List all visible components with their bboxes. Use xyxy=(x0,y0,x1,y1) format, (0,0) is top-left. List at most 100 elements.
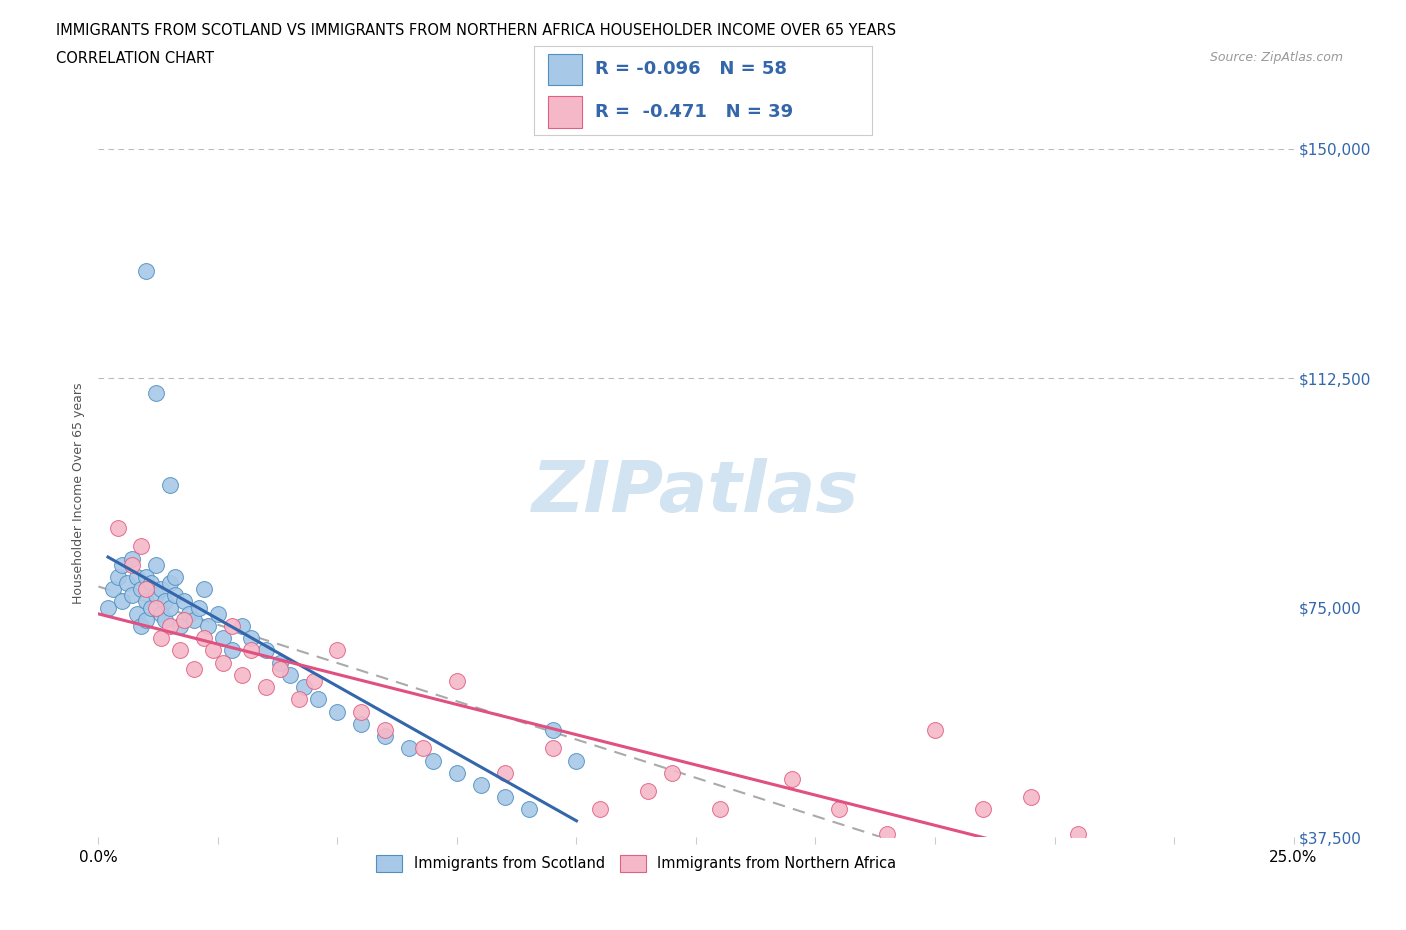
Point xyxy=(149,631,172,645)
Point xyxy=(155,612,177,627)
Point xyxy=(135,582,157,597)
Point xyxy=(494,765,516,780)
Point xyxy=(169,618,191,633)
Text: Source: ZipAtlas.com: Source: ZipAtlas.com xyxy=(1209,51,1343,64)
Point xyxy=(398,741,420,756)
Point xyxy=(709,802,731,817)
Point xyxy=(207,606,229,621)
Point xyxy=(139,600,162,615)
Point xyxy=(211,631,233,645)
Point xyxy=(876,827,898,842)
Point xyxy=(1019,790,1042,804)
Point xyxy=(517,802,540,817)
Legend: Immigrants from Scotland, Immigrants from Northern Africa: Immigrants from Scotland, Immigrants fro… xyxy=(370,849,903,878)
Point xyxy=(326,643,349,658)
Y-axis label: Householder Income Over 65 years: Householder Income Over 65 years xyxy=(72,382,86,604)
Point xyxy=(193,582,215,597)
Point xyxy=(163,588,186,603)
Point xyxy=(145,386,167,401)
Point xyxy=(121,551,143,566)
Point xyxy=(121,588,143,603)
Point xyxy=(187,600,209,615)
Point xyxy=(125,569,148,584)
Point xyxy=(107,521,129,536)
Text: CORRELATION CHART: CORRELATION CHART xyxy=(56,51,214,66)
Point xyxy=(1115,875,1137,890)
Point xyxy=(115,576,138,591)
Text: IMMIGRANTS FROM SCOTLAND VS IMMIGRANTS FROM NORTHERN AFRICA HOUSEHOLDER INCOME O: IMMIGRANTS FROM SCOTLAND VS IMMIGRANTS F… xyxy=(56,23,897,38)
Point xyxy=(163,569,186,584)
Point xyxy=(828,802,851,817)
Bar xyxy=(548,54,582,86)
Point xyxy=(446,765,468,780)
Point xyxy=(412,741,434,756)
Point xyxy=(169,643,191,658)
Point xyxy=(131,618,153,633)
Point xyxy=(231,618,253,633)
Point xyxy=(173,612,195,627)
Point xyxy=(350,704,373,719)
Point xyxy=(202,643,225,658)
Point xyxy=(780,772,803,787)
Point xyxy=(211,656,233,671)
Point xyxy=(307,692,329,707)
Point xyxy=(183,612,205,627)
Point xyxy=(972,802,994,817)
Point xyxy=(637,784,659,799)
Point xyxy=(111,557,134,572)
Point xyxy=(197,618,219,633)
Point xyxy=(121,557,143,572)
Point xyxy=(1067,827,1090,842)
Point xyxy=(193,631,215,645)
Point xyxy=(159,618,181,633)
Point xyxy=(350,716,373,731)
Point xyxy=(326,704,349,719)
Point xyxy=(101,582,124,597)
Point xyxy=(125,606,148,621)
Point xyxy=(302,673,325,688)
Point xyxy=(269,656,291,671)
Point xyxy=(145,600,167,615)
Point xyxy=(135,264,157,279)
Point xyxy=(422,753,444,768)
Point xyxy=(254,643,277,658)
Point xyxy=(159,576,181,591)
Point xyxy=(135,612,157,627)
Point xyxy=(183,661,205,676)
Point xyxy=(131,582,153,597)
Point xyxy=(145,588,167,603)
Point xyxy=(179,606,201,621)
Point xyxy=(278,668,301,683)
Bar xyxy=(548,96,582,127)
Point xyxy=(159,600,181,615)
Text: R = -0.096   N = 58: R = -0.096 N = 58 xyxy=(595,60,787,78)
Point xyxy=(221,643,243,658)
Point xyxy=(159,478,181,493)
Point xyxy=(149,606,172,621)
Point xyxy=(494,790,516,804)
Point xyxy=(541,723,564,737)
Point xyxy=(240,643,263,658)
Text: ZIPatlas: ZIPatlas xyxy=(533,458,859,527)
Point xyxy=(374,728,396,743)
Point xyxy=(374,723,396,737)
Point xyxy=(139,576,162,591)
Point xyxy=(240,631,263,645)
Point xyxy=(470,777,492,792)
Point xyxy=(589,802,612,817)
Point xyxy=(661,765,683,780)
Point xyxy=(288,692,311,707)
Point xyxy=(541,741,564,756)
Point xyxy=(565,753,588,768)
Point xyxy=(924,723,946,737)
Point xyxy=(173,594,195,609)
Point xyxy=(231,668,253,683)
Text: R =  -0.471   N = 39: R = -0.471 N = 39 xyxy=(595,103,793,121)
Point xyxy=(149,582,172,597)
Point xyxy=(135,594,157,609)
Point xyxy=(269,661,291,676)
Point xyxy=(446,673,468,688)
Point xyxy=(155,594,177,609)
Point xyxy=(292,680,315,695)
Point xyxy=(221,618,243,633)
